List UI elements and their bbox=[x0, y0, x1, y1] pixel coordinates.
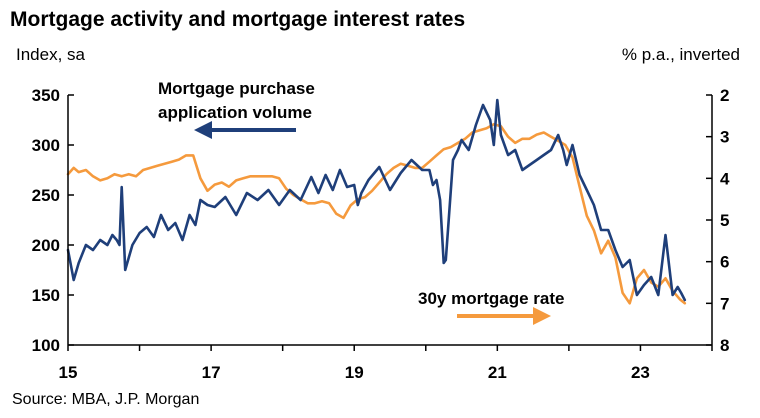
left-tick-label: 150 bbox=[32, 286, 60, 305]
purchase-arrow bbox=[194, 121, 296, 139]
right-tick-label: 6 bbox=[720, 253, 729, 272]
left-tick-label: 250 bbox=[32, 186, 60, 205]
series-layer bbox=[66, 98, 687, 305]
right-axis-label: % p.a., inverted bbox=[622, 45, 740, 64]
purchase-arrow-head bbox=[194, 121, 212, 139]
right-tick-label: 3 bbox=[720, 128, 729, 147]
x-tick-label: 17 bbox=[202, 363, 221, 382]
right-tick-label: 4 bbox=[720, 169, 730, 188]
left-tick-label: 200 bbox=[32, 236, 60, 255]
purchase-series-line bbox=[66, 98, 687, 302]
rate-annotation: 30y mortgage rate bbox=[418, 289, 564, 308]
right-tick-label: 5 bbox=[720, 211, 729, 230]
right-tick-label: 2 bbox=[720, 86, 729, 105]
chart-title: Mortgage activity and mortgage interest … bbox=[10, 8, 465, 31]
rate-arrow-head bbox=[533, 307, 551, 325]
rate-series-line bbox=[66, 122, 687, 305]
left-tick-label: 350 bbox=[32, 86, 60, 105]
purchase-annotation-line2: application volume bbox=[158, 103, 312, 122]
left-axis-label: Index, sa bbox=[16, 45, 86, 64]
x-tick-label: 15 bbox=[59, 363, 78, 382]
purchase-annotation-line1: Mortgage purchase bbox=[158, 79, 315, 98]
left-tick-label: 300 bbox=[32, 136, 60, 155]
right-tick-label: 8 bbox=[720, 336, 729, 355]
x-tick-label: 23 bbox=[631, 363, 650, 382]
right-tick-label: 7 bbox=[720, 294, 729, 313]
axis-layer bbox=[67, 94, 713, 351]
x-tick-label: 21 bbox=[488, 363, 507, 382]
source-note: Source: MBA, J.P. Morgan bbox=[12, 391, 199, 408]
x-tick-label: 19 bbox=[345, 363, 364, 382]
rate-arrow bbox=[457, 307, 551, 325]
left-tick-label: 100 bbox=[32, 336, 60, 355]
